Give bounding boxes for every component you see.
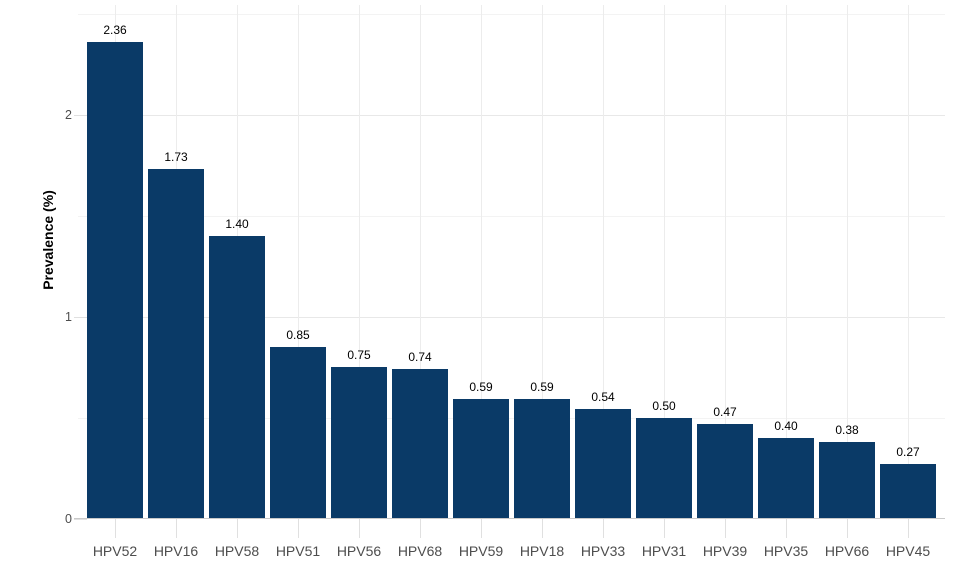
bar-value-label: 0.47 bbox=[713, 404, 737, 419]
x-tick-label: HPV56 bbox=[336, 543, 382, 559]
gridline-horizontal-minor bbox=[78, 215, 945, 217]
bar bbox=[331, 367, 387, 519]
x-tick-mark bbox=[359, 519, 360, 538]
bar-value-label: 0.27 bbox=[896, 444, 920, 459]
gridline-horizontal-minor bbox=[78, 13, 945, 15]
bar bbox=[514, 399, 570, 519]
x-tick-mark bbox=[237, 519, 238, 538]
gridline-vertical bbox=[664, 5, 665, 519]
gridline-vertical bbox=[908, 5, 909, 519]
gridline-vertical bbox=[481, 5, 482, 519]
x-tick-mark bbox=[908, 519, 909, 538]
gridline-vertical bbox=[420, 5, 421, 519]
gridline-horizontal-major bbox=[78, 316, 945, 318]
bar-value-label: 0.50 bbox=[652, 398, 676, 413]
bar bbox=[575, 409, 631, 519]
bar bbox=[819, 441, 875, 519]
bar bbox=[880, 463, 936, 519]
bar bbox=[392, 369, 448, 519]
gridline-vertical bbox=[542, 5, 543, 519]
bar bbox=[209, 235, 265, 519]
x-tick-mark bbox=[115, 519, 116, 538]
x-tick-mark bbox=[786, 519, 787, 538]
x-tick-mark bbox=[481, 519, 482, 538]
x-tick-mark bbox=[847, 519, 848, 538]
gridline-horizontal-minor bbox=[78, 417, 945, 419]
x-tick-label: HPV58 bbox=[214, 543, 260, 559]
x-tick-label: HPV52 bbox=[92, 543, 138, 559]
x-tick-label: HPV66 bbox=[824, 543, 870, 559]
gridline-vertical bbox=[298, 5, 299, 519]
y-tick-mark bbox=[74, 316, 87, 318]
gridline-vertical bbox=[786, 5, 787, 519]
x-tick-mark bbox=[664, 519, 665, 538]
bar-value-label: 0.59 bbox=[530, 380, 554, 395]
bar bbox=[758, 437, 814, 519]
x-tick-label: HPV51 bbox=[275, 543, 321, 559]
x-tick-mark bbox=[298, 519, 299, 538]
x-tick-mark bbox=[420, 519, 421, 538]
x-tick-label: HPV33 bbox=[580, 543, 626, 559]
x-axis-line bbox=[74, 518, 945, 519]
x-tick-mark bbox=[176, 519, 177, 538]
y-tick-label: 1 bbox=[65, 309, 72, 324]
x-tick-mark bbox=[603, 519, 604, 538]
x-tick-label: HPV59 bbox=[458, 543, 504, 559]
x-tick-label: HPV45 bbox=[885, 543, 931, 559]
x-tick-label: HPV18 bbox=[519, 543, 565, 559]
bar bbox=[636, 417, 692, 519]
bar-value-label: 0.85 bbox=[286, 327, 310, 342]
y-axis-title: Prevalence (%) bbox=[40, 190, 56, 290]
x-tick-label: HPV16 bbox=[153, 543, 199, 559]
bar-value-label: 1.40 bbox=[225, 216, 249, 231]
bar-value-label: 0.40 bbox=[774, 418, 798, 433]
bar bbox=[453, 399, 509, 519]
x-tick-label: HPV31 bbox=[641, 543, 687, 559]
x-tick-label: HPV35 bbox=[763, 543, 809, 559]
gridline-vertical bbox=[359, 5, 360, 519]
bar-value-label: 2.36 bbox=[103, 22, 127, 37]
y-tick-label: 0 bbox=[65, 511, 72, 526]
bar bbox=[148, 169, 204, 519]
plot-panel: 2.36 1.73 1.40 0.85 0.75 0.74 0.59 0.59 0.54 0.50… bbox=[78, 5, 945, 519]
bar-value-label: 0.59 bbox=[469, 380, 493, 395]
bar-value-label: 1.73 bbox=[164, 150, 188, 165]
y-tick-mark bbox=[74, 518, 87, 520]
y-tick-label: 2 bbox=[65, 107, 72, 122]
gridline-vertical bbox=[847, 5, 848, 519]
bar-value-label: 0.54 bbox=[591, 390, 615, 405]
gridline-vertical bbox=[725, 5, 726, 519]
x-tick-mark bbox=[542, 519, 543, 538]
bar-value-label: 0.74 bbox=[408, 350, 432, 365]
x-tick-label: HPV68 bbox=[397, 543, 443, 559]
gridline-horizontal-major bbox=[78, 114, 945, 116]
bar bbox=[87, 41, 143, 519]
bar bbox=[270, 346, 326, 519]
bar bbox=[697, 423, 753, 519]
x-tick-label: HPV39 bbox=[702, 543, 748, 559]
gridline-vertical bbox=[603, 5, 604, 519]
x-tick-mark bbox=[725, 519, 726, 538]
bar-value-label: 0.38 bbox=[835, 422, 859, 437]
bar-value-label: 0.75 bbox=[347, 348, 371, 362]
y-tick-mark bbox=[74, 114, 87, 116]
